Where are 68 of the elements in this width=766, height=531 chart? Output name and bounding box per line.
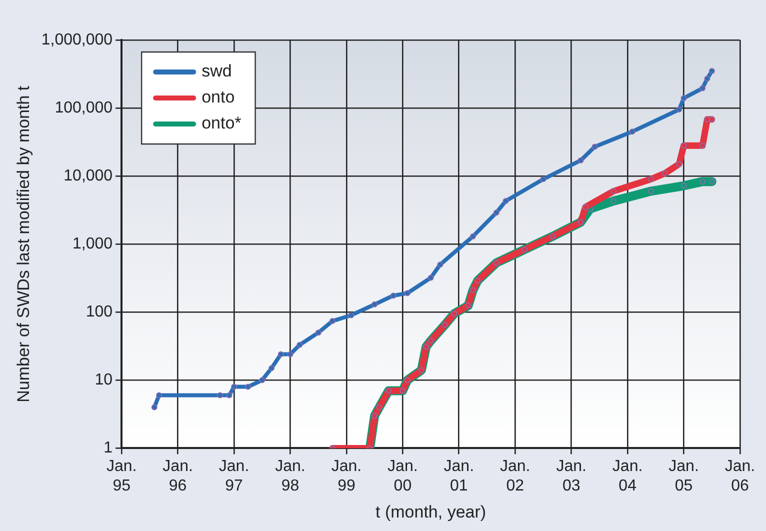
point — [216, 392, 223, 398]
x-tick-label: Jan. 00 — [388, 458, 418, 494]
point — [372, 301, 378, 308]
y-axis-title: Number of SWDs last modified by month t — [14, 86, 33, 402]
legend-label: onto — [202, 88, 235, 107]
y-tick-label: 1,000,000 — [41, 31, 113, 48]
point — [329, 318, 336, 324]
x-axis-title: t (month, year) — [376, 502, 486, 522]
y-tick-label: 10 — [94, 372, 113, 389]
x-tick-label: Jan. 97 — [218, 458, 250, 494]
point — [662, 170, 668, 176]
point — [315, 330, 322, 336]
x-tick-label: Jan. 04 — [612, 458, 643, 494]
x-tick-label: Jan. 95 — [106, 458, 137, 494]
point — [700, 178, 706, 185]
point — [404, 290, 410, 296]
point — [348, 312, 354, 318]
point — [231, 384, 238, 390]
point — [245, 384, 252, 390]
x-tick-label: Jan. 01 — [444, 458, 474, 494]
point — [502, 198, 509, 204]
point — [226, 392, 232, 398]
point — [428, 274, 434, 281]
point — [437, 262, 444, 268]
point — [278, 351, 284, 358]
point — [708, 116, 715, 122]
point — [704, 76, 710, 82]
x-tick-label: Jan. 98 — [275, 458, 306, 494]
point — [648, 176, 654, 182]
point — [470, 233, 476, 240]
y-tick-label: 1,000 — [72, 236, 113, 253]
point — [708, 178, 715, 185]
x-tick-label: Jan. 06 — [724, 458, 756, 494]
point — [296, 342, 303, 348]
point — [268, 365, 274, 372]
point — [493, 210, 500, 216]
x-tick-label: Jan. 02 — [500, 458, 530, 494]
x-tick-label: Jan. 99 — [331, 458, 362, 494]
x-tick-label: Jan. 05 — [668, 458, 699, 494]
point — [700, 85, 706, 92]
point — [629, 128, 636, 135]
point — [676, 106, 682, 113]
x-tick-label: Jan. 03 — [556, 458, 586, 494]
legend-label: swd — [202, 62, 232, 81]
point — [676, 161, 682, 168]
x-tick-label: Jan. 96 — [162, 458, 193, 494]
point — [156, 392, 162, 398]
point — [680, 95, 687, 102]
point — [540, 176, 546, 182]
point — [592, 144, 598, 150]
point — [680, 182, 687, 189]
point — [708, 68, 715, 74]
y-tick-label: 100 — [86, 304, 113, 321]
y-tick-label: 10,000 — [64, 167, 113, 184]
y-tick-label: 100,000 — [54, 99, 113, 116]
point — [578, 157, 584, 164]
point — [259, 377, 266, 384]
legend-label: onto* — [202, 114, 242, 133]
point — [680, 142, 687, 149]
point — [390, 292, 396, 299]
point — [700, 142, 706, 149]
y-tick-label: 1 — [104, 440, 113, 457]
point — [582, 204, 588, 210]
point — [610, 188, 617, 194]
point — [151, 404, 158, 410]
point — [287, 351, 294, 358]
point — [648, 188, 654, 194]
point — [610, 198, 617, 204]
